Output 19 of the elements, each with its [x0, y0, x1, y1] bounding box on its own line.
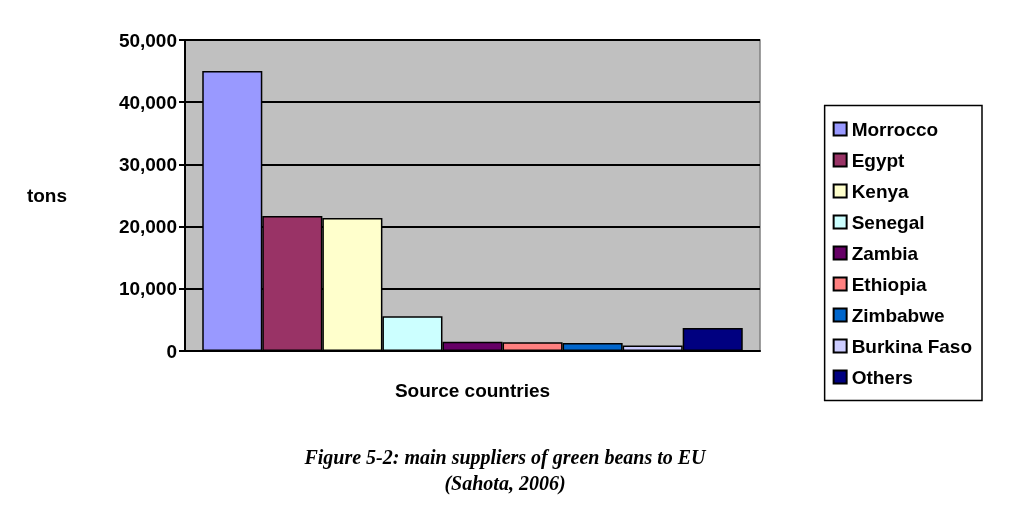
- legend-label: Egypt: [851, 149, 906, 171]
- y-axis-title: tons: [26, 185, 67, 206]
- legend-label: Kenya: [851, 180, 910, 202]
- x-axis-title: Source countries: [394, 380, 551, 401]
- y-tick-label: 20,000: [118, 216, 177, 238]
- text: Figure 5-2: main suppliers of green beans to EU: [303, 446, 708, 469]
- legend-label: Morrocco: [851, 118, 939, 140]
- y-tick-label: 50,000: [118, 29, 177, 51]
- text: (Sahota, 2006): [444, 472, 566, 495]
- legend-label: Senegal: [851, 211, 925, 233]
- y-tick-label: 40,000: [118, 91, 177, 113]
- legend-label: Zimbabwe: [851, 304, 945, 326]
- legend-label: Zambia: [851, 242, 919, 264]
- legend-label: Burkina Faso: [851, 335, 973, 357]
- legend-label: Others: [851, 366, 913, 388]
- y-tick-label: 0: [166, 340, 177, 362]
- y-tick-label: 10,000: [118, 278, 177, 300]
- legend-label: Ethiopia: [851, 273, 928, 295]
- y-tick-label: 30,000: [118, 153, 177, 175]
